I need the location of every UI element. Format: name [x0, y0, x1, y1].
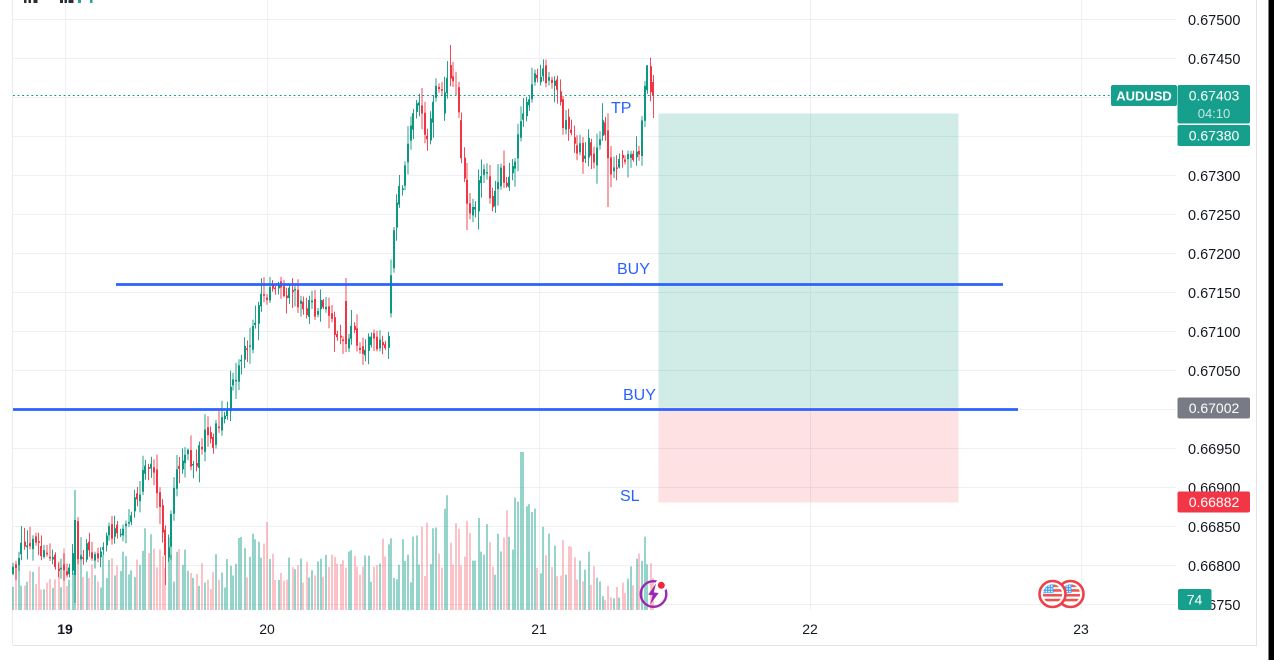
svg-text:AUDUSD: AUDUSD: [1116, 89, 1172, 104]
svg-text:SL: SL: [620, 488, 640, 505]
svg-text:0.67500: 0.67500: [1188, 13, 1240, 29]
svg-text:TP: TP: [611, 100, 631, 117]
svg-text:0.67050: 0.67050: [1188, 364, 1240, 380]
svg-text:20: 20: [259, 621, 275, 637]
svg-text:0.67100: 0.67100: [1188, 325, 1240, 341]
svg-text:BUY: BUY: [617, 261, 650, 278]
svg-text:23: 23: [1073, 621, 1089, 637]
svg-text:0.66850: 0.66850: [1188, 520, 1240, 536]
svg-text:74: 74: [1187, 592, 1203, 608]
svg-text:0.67250: 0.67250: [1188, 208, 1240, 224]
svg-text:0.67450: 0.67450: [1188, 52, 1240, 68]
svg-text:0.66800: 0.66800: [1188, 559, 1240, 575]
svg-text:0.67403: 0.67403: [1189, 88, 1240, 104]
svg-text:0.67300: 0.67300: [1188, 169, 1240, 185]
svg-text:21: 21: [531, 621, 547, 637]
svg-text:0.67150: 0.67150: [1188, 286, 1240, 302]
svg-text:0.67200: 0.67200: [1188, 247, 1240, 263]
svg-text:19: 19: [57, 621, 73, 637]
svg-text:0.66882: 0.66882: [1189, 494, 1240, 510]
svg-text:0.67380: 0.67380: [1189, 128, 1240, 144]
svg-text:0.66950: 0.66950: [1188, 442, 1240, 458]
svg-text:0.67002: 0.67002: [1189, 400, 1240, 416]
svg-text:BUY: BUY: [623, 387, 656, 404]
svg-text:22: 22: [802, 621, 818, 637]
svg-text:04:10: 04:10: [1198, 106, 1231, 121]
